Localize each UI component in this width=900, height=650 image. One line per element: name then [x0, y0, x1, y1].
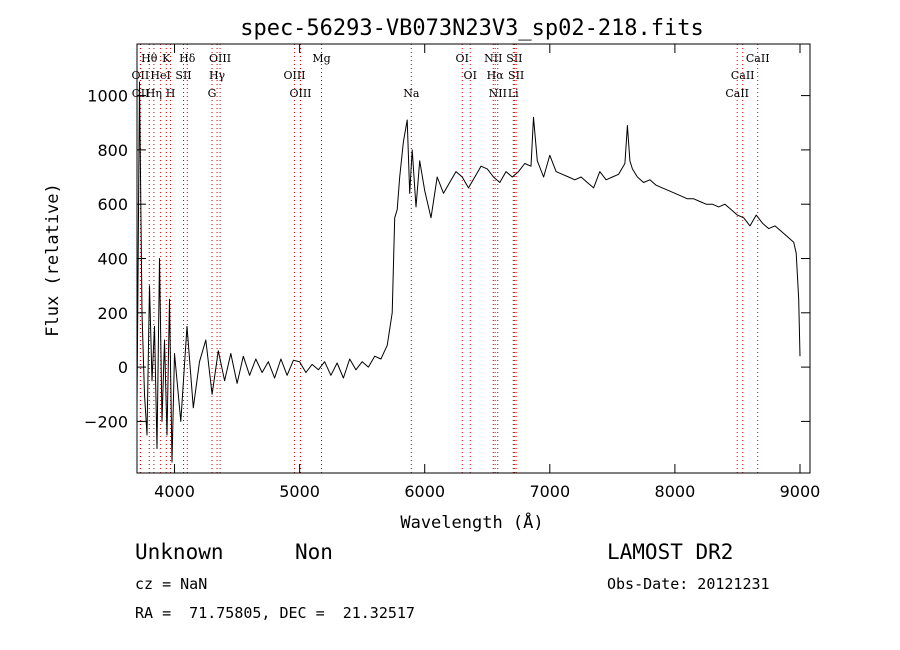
spectral-line-label: SII: [506, 52, 522, 65]
object-subclass: Non: [295, 540, 333, 564]
spectral-line-label: NII: [484, 52, 502, 65]
x-tick-label: 9000: [780, 482, 821, 501]
spectral-line-label: CaII: [731, 69, 755, 82]
x-tick-label: 5000: [279, 482, 320, 501]
spectral-line-label: SII: [175, 69, 191, 82]
spectral-line-label: Hθ: [141, 52, 158, 65]
axes: 4000 5000 6000 7000 8000 9000 −200 0 200 400 600 80…: [84, 44, 820, 501]
plot-frame: [136, 43, 811, 474]
y-tick-label: 600: [97, 195, 128, 214]
y-tick-label: 800: [97, 141, 128, 160]
spectral-line-label: OIII: [209, 52, 231, 65]
spectral-line-label: G: [208, 87, 217, 100]
spectral-line-label: K: [162, 52, 171, 65]
spectral-line-label: Li: [508, 87, 519, 100]
spectral-line-label: OII: [132, 87, 150, 100]
redshift-cz: cz = NaN: [135, 575, 208, 593]
spectral-line-label: Na: [403, 87, 420, 100]
spectral-line-label: H: [166, 87, 176, 100]
y-tick-label: −200: [84, 412, 128, 431]
x-axis-label: Wavelength (Å): [400, 511, 543, 533]
spectral-line-label: CaII: [725, 87, 749, 100]
spectral-line-label: Mg: [312, 52, 330, 65]
spectral-line-label: SII: [508, 69, 524, 82]
survey-name: LAMOST DR2: [607, 540, 734, 564]
x-tick-label: 6000: [404, 482, 445, 501]
chart-title: spec-56293-VB073N23V3_sp02-218.fits: [240, 16, 704, 41]
y-tick-label: 400: [97, 250, 128, 269]
x-tick-label: 4000: [154, 482, 195, 501]
spectral-line-label: OI: [456, 52, 469, 65]
spectral-line-label: OI: [464, 69, 477, 82]
y-tick-label: 200: [97, 304, 128, 323]
spectral-line-label: OII: [132, 69, 150, 82]
coordinates: RA = 71.75805, DEC = 21.32517: [135, 604, 415, 622]
spectral-line-label: OIII: [283, 69, 305, 82]
x-tick-label: 8000: [655, 482, 696, 501]
object-class: Unknown: [135, 540, 224, 564]
spectrum-series: [136, 81, 801, 463]
spectral-line-label: CaII: [746, 52, 770, 65]
spectral-line-label: Hη: [146, 87, 162, 100]
spectral-line-label: NII: [489, 87, 507, 100]
x-tick-label: 7000: [529, 482, 570, 501]
y-tick-label: 0: [118, 358, 128, 377]
spectral-line-label: Hδ: [179, 52, 196, 65]
y-axis-label: Flux (relative): [43, 183, 63, 337]
spectral-line-label: HeI: [150, 69, 170, 82]
spectral-line-label: Hγ: [209, 69, 226, 82]
spectral-line-label: Hα: [487, 69, 505, 82]
observation-date: Obs-Date: 20121231: [607, 575, 770, 593]
spectrum-line: [136, 81, 801, 463]
y-tick-label: 1000: [87, 87, 128, 106]
spectral-line-label: OIII: [289, 87, 311, 100]
